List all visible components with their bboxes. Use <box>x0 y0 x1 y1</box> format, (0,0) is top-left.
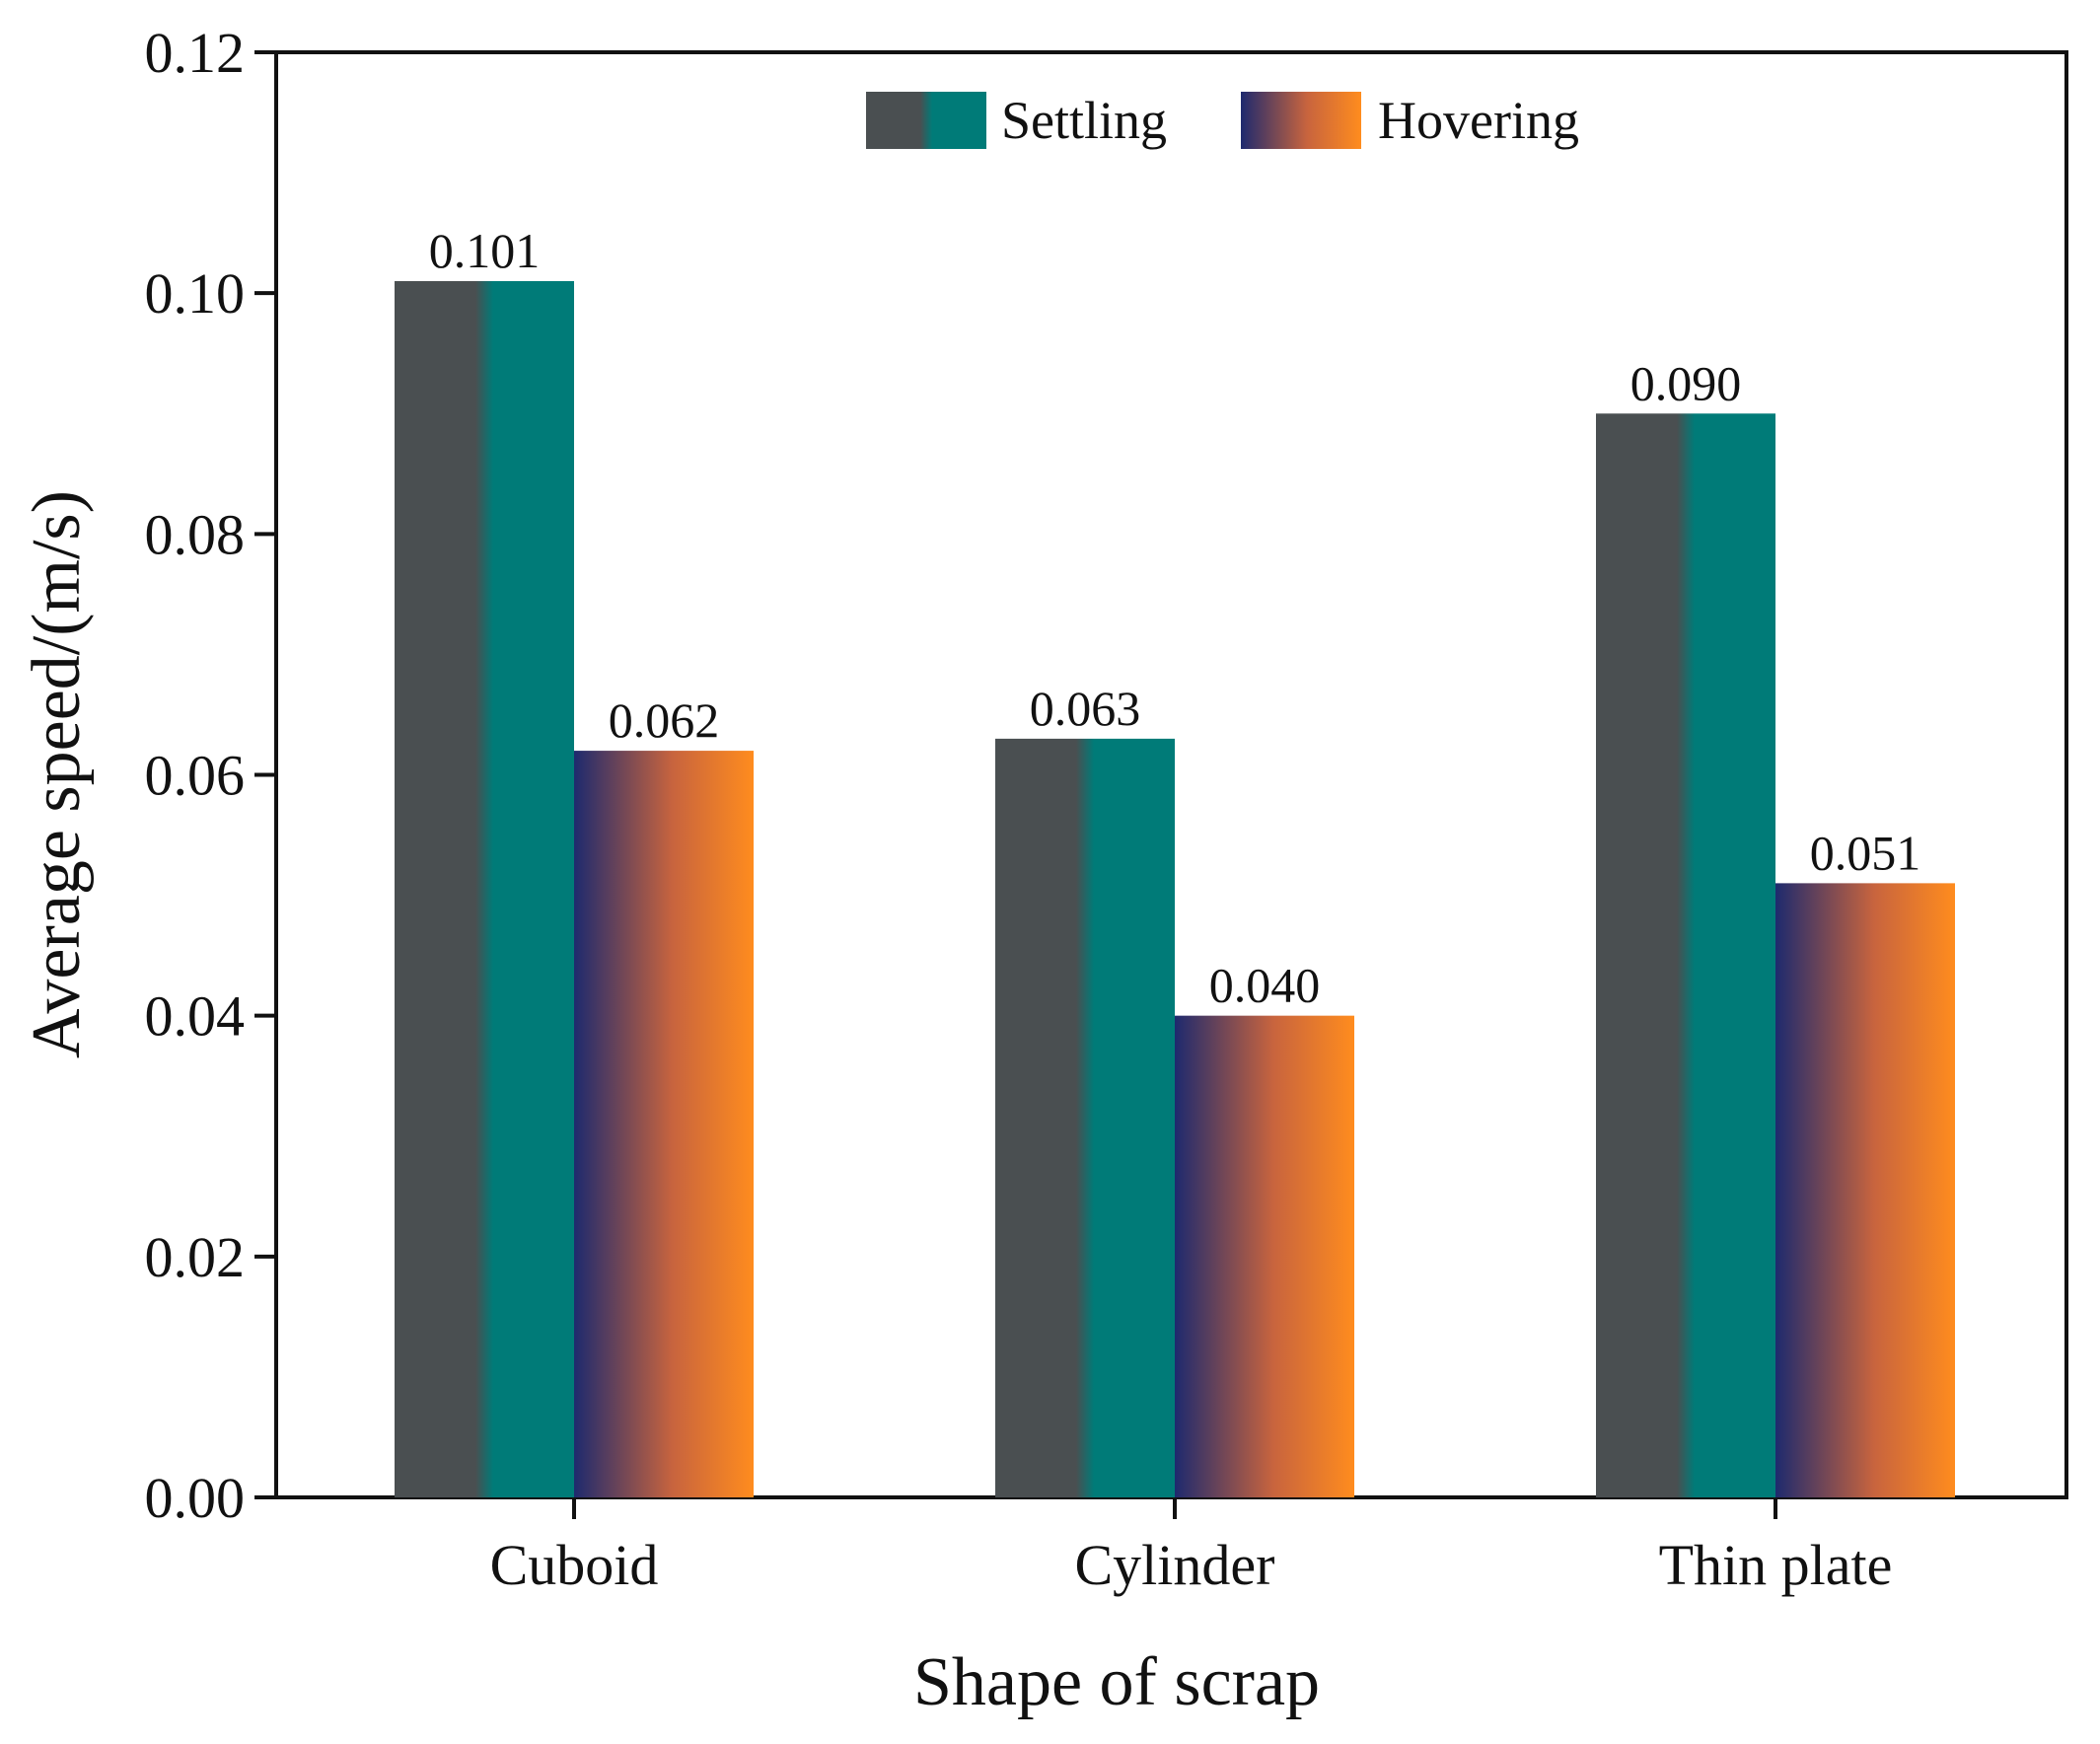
y-tick-label: 0.00 <box>145 1466 246 1530</box>
x-axis-ticks: Cuboid Cylinder Thin plate <box>490 1497 1893 1597</box>
y-tick-label: 0.06 <box>145 744 246 808</box>
y-tick-label: 0.02 <box>145 1225 246 1289</box>
legend-label-hovering: Hovering <box>1378 91 1579 150</box>
data-label-settling-cuboid: 0.101 <box>429 223 541 278</box>
legend: Settling Hovering <box>866 91 1579 150</box>
legend-label-settling: Settling <box>1001 91 1167 150</box>
bar-hovering-thin-plate <box>1775 883 1955 1497</box>
bar-value-labels: 0.101 0.062 0.063 0.040 0.090 0.051 <box>429 223 1921 1013</box>
data-label-hovering-cylinder: 0.040 <box>1209 958 1321 1013</box>
data-label-settling-thin-plate: 0.090 <box>1630 355 1742 410</box>
legend-swatch-settling <box>866 92 986 149</box>
bar-hovering-cylinder <box>1175 1015 1354 1497</box>
bar-hovering-cuboid <box>574 751 754 1497</box>
x-axis-title: Shape of scrap <box>913 1644 1320 1720</box>
y-tick-label: 0.08 <box>145 502 246 566</box>
data-label-settling-cylinder: 0.063 <box>1030 681 1141 736</box>
legend-swatch-hovering <box>1241 92 1361 149</box>
bar-settling-cuboid <box>395 280 574 1497</box>
x-tick-label-thin-plate: Thin plate <box>1659 1533 1893 1597</box>
bar-settling-cylinder <box>995 738 1175 1497</box>
y-tick-label: 0.04 <box>145 984 246 1049</box>
y-axis-ticks: 0.00 0.02 0.04 0.06 0.08 0.10 0.12 <box>145 21 276 1530</box>
x-tick-label-cuboid: Cuboid <box>490 1533 659 1597</box>
y-tick-label: 0.10 <box>145 261 246 326</box>
y-tick-label: 0.12 <box>145 21 246 85</box>
data-label-hovering-thin-plate: 0.051 <box>1810 825 1921 880</box>
bars-group <box>395 280 1955 1497</box>
data-label-hovering-cuboid: 0.062 <box>609 692 720 748</box>
x-tick-label-cylinder: Cylinder <box>1075 1533 1275 1597</box>
y-axis-title: Average speed/(m/s) <box>19 490 95 1058</box>
bar-settling-thin-plate <box>1596 413 1775 1497</box>
